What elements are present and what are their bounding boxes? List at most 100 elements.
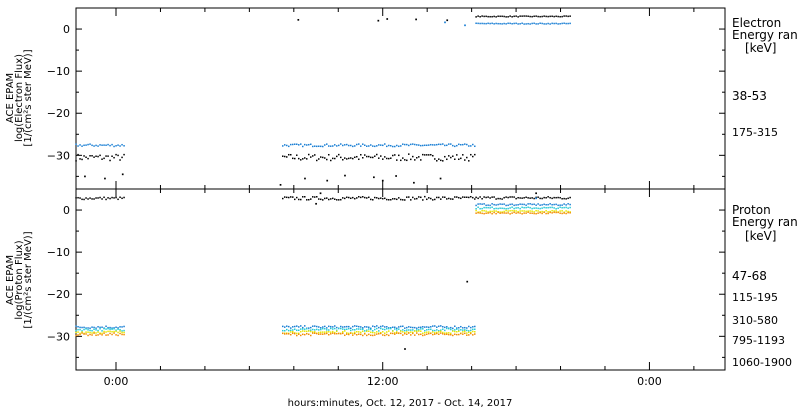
data-point (304, 177, 306, 180)
data-point (458, 158, 460, 161)
data-point (569, 211, 571, 213)
data-point (121, 326, 123, 328)
series-310-580 (75, 206, 571, 332)
data-point (477, 22, 479, 25)
data-point (105, 331, 107, 333)
data-point (350, 144, 352, 147)
data-point (101, 334, 103, 336)
data-point (533, 211, 535, 213)
data-point (406, 143, 408, 146)
data-point (117, 328, 119, 330)
data-point (352, 325, 354, 328)
data-point (472, 143, 474, 146)
data-point (422, 199, 424, 201)
data-point (446, 332, 448, 334)
data-point (533, 22, 535, 25)
data-point (111, 333, 113, 336)
data-point (89, 333, 91, 336)
data-point (529, 210, 531, 212)
data-point (342, 326, 344, 328)
data-point (559, 206, 561, 208)
data-point (462, 329, 464, 331)
data-point (559, 15, 561, 18)
data-point (368, 333, 370, 336)
data-point (314, 145, 316, 147)
data-point (527, 197, 529, 199)
data-point (414, 330, 416, 332)
data-point (446, 198, 448, 200)
electron-ylabel-line-3: [1/(cm²s ster MeV)] (23, 49, 34, 146)
data-point (406, 333, 408, 335)
data-point (121, 173, 124, 176)
data-point (328, 325, 330, 328)
data-point (468, 331, 470, 334)
data-point (382, 197, 384, 200)
data-point (103, 196, 105, 199)
data-point (75, 197, 77, 199)
data-point (499, 211, 501, 213)
data-point (444, 155, 446, 158)
data-point (418, 144, 420, 146)
data-point (358, 328, 360, 330)
data-point (475, 212, 477, 214)
data-point (539, 197, 541, 200)
data-point (535, 207, 537, 209)
data-point (462, 196, 464, 198)
data-point (549, 196, 551, 199)
data-point (561, 22, 563, 25)
data-point (348, 327, 350, 330)
data-point (336, 326, 338, 329)
data-point (318, 158, 320, 160)
data-point (487, 204, 489, 206)
data-point (358, 331, 360, 333)
data-point (456, 328, 458, 330)
data-point (446, 144, 448, 147)
data-point (398, 145, 400, 148)
data-point (342, 332, 344, 335)
data-point (464, 330, 466, 332)
data-point (537, 203, 539, 205)
data-point (539, 22, 541, 24)
data-point (286, 156, 288, 158)
data-point (119, 145, 121, 147)
data-point (372, 330, 374, 332)
data-point (119, 196, 121, 199)
data-point (420, 330, 422, 332)
data-point (404, 143, 406, 146)
data-point (77, 145, 79, 147)
data-point (368, 145, 370, 147)
data-point (426, 154, 428, 156)
series-38-53 (75, 15, 571, 186)
data-point (412, 143, 414, 145)
data-point (85, 328, 87, 330)
data-point (523, 197, 525, 199)
data-point (495, 212, 497, 215)
data-point (531, 22, 533, 25)
data-point (470, 195, 472, 198)
data-point (422, 153, 424, 156)
data-point (416, 197, 418, 200)
data-point (109, 326, 111, 329)
data-point (434, 325, 436, 327)
data-point (380, 325, 382, 328)
data-point (308, 330, 310, 332)
data-point (527, 210, 529, 212)
y-tick-label: −10 (47, 246, 70, 259)
data-point (541, 197, 543, 200)
data-point (93, 331, 95, 333)
data-point (428, 331, 430, 333)
data-point (456, 196, 458, 198)
data-point (503, 212, 505, 214)
data-point (334, 332, 336, 335)
data-point (99, 144, 101, 146)
data-point (531, 212, 533, 214)
data-point (79, 328, 81, 331)
data-point (450, 143, 452, 145)
data-point (485, 210, 487, 212)
data-point (346, 196, 348, 199)
data-point (466, 334, 468, 336)
data-point (501, 212, 503, 214)
data-point (555, 203, 557, 206)
data-point (113, 156, 115, 159)
